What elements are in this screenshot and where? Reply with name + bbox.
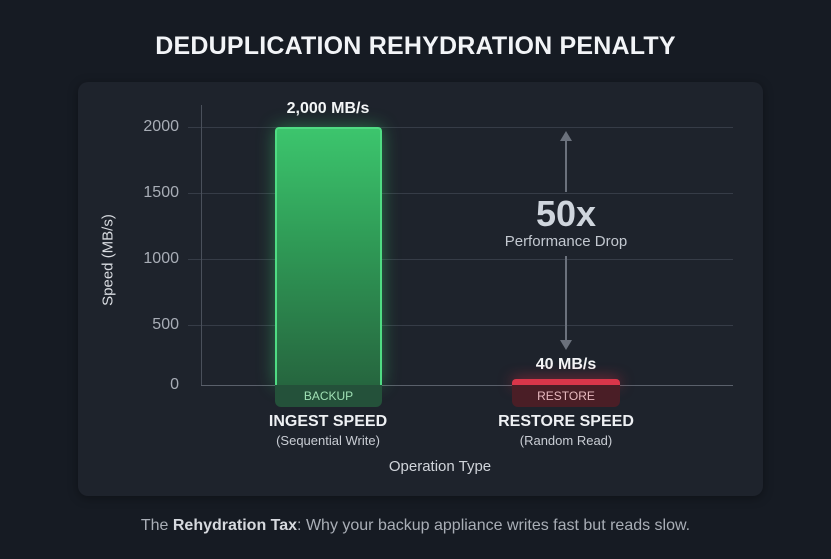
drop-factor-label: Performance Drop: [504, 233, 628, 250]
backup-category-subtitle: (Sequential Write): [276, 433, 380, 448]
gridline-1500: [188, 193, 733, 194]
caption-suffix: : Why your backup appliance writes fast …: [297, 517, 691, 534]
backup-category-title: INGEST SPEED: [268, 413, 388, 430]
backup-tag: BACKUP: [275, 385, 382, 407]
arrow-line-bottom: [565, 256, 567, 341]
ytick-1500: 1500: [143, 184, 179, 201]
caption: The Rehydration Tax: Why your backup app…: [0, 517, 831, 535]
gridline-500: [188, 325, 733, 326]
restore-tag: RESTORE: [512, 385, 620, 407]
gridline-2000: [188, 127, 733, 128]
restore-value-label: 40 MB/s: [535, 356, 597, 373]
chart-title: DEDUPLICATION REHYDRATION PENALTY: [155, 32, 676, 60]
arrow-up-icon: [560, 131, 572, 141]
restore-category-title: RESTORE SPEED: [498, 413, 634, 430]
ytick-500: 500: [152, 316, 179, 333]
y-axis: [201, 105, 202, 385]
ytick-2000: 2000: [143, 118, 179, 135]
backup-bar: [275, 127, 382, 385]
arrow-line-top: [565, 140, 567, 192]
chart-panel: [78, 82, 763, 496]
restore-category-subtitle: (Random Read): [519, 433, 613, 448]
caption-bold: Rehydration Tax: [172, 517, 298, 534]
ytick-1000: 1000: [143, 250, 179, 267]
backup-value-label: 2,000 MB/s: [286, 100, 370, 117]
x-axis: [201, 385, 733, 386]
drop-factor: 50x: [535, 193, 597, 234]
gridline-1000: [188, 259, 733, 260]
y-axis-label: Speed (MB/s): [99, 214, 117, 306]
caption-prefix: The: [140, 517, 173, 534]
x-axis-label: Operation Type: [388, 458, 492, 475]
ytick-0: 0: [170, 376, 179, 393]
arrow-down-icon: [560, 340, 572, 350]
restore-bar: [512, 379, 620, 385]
